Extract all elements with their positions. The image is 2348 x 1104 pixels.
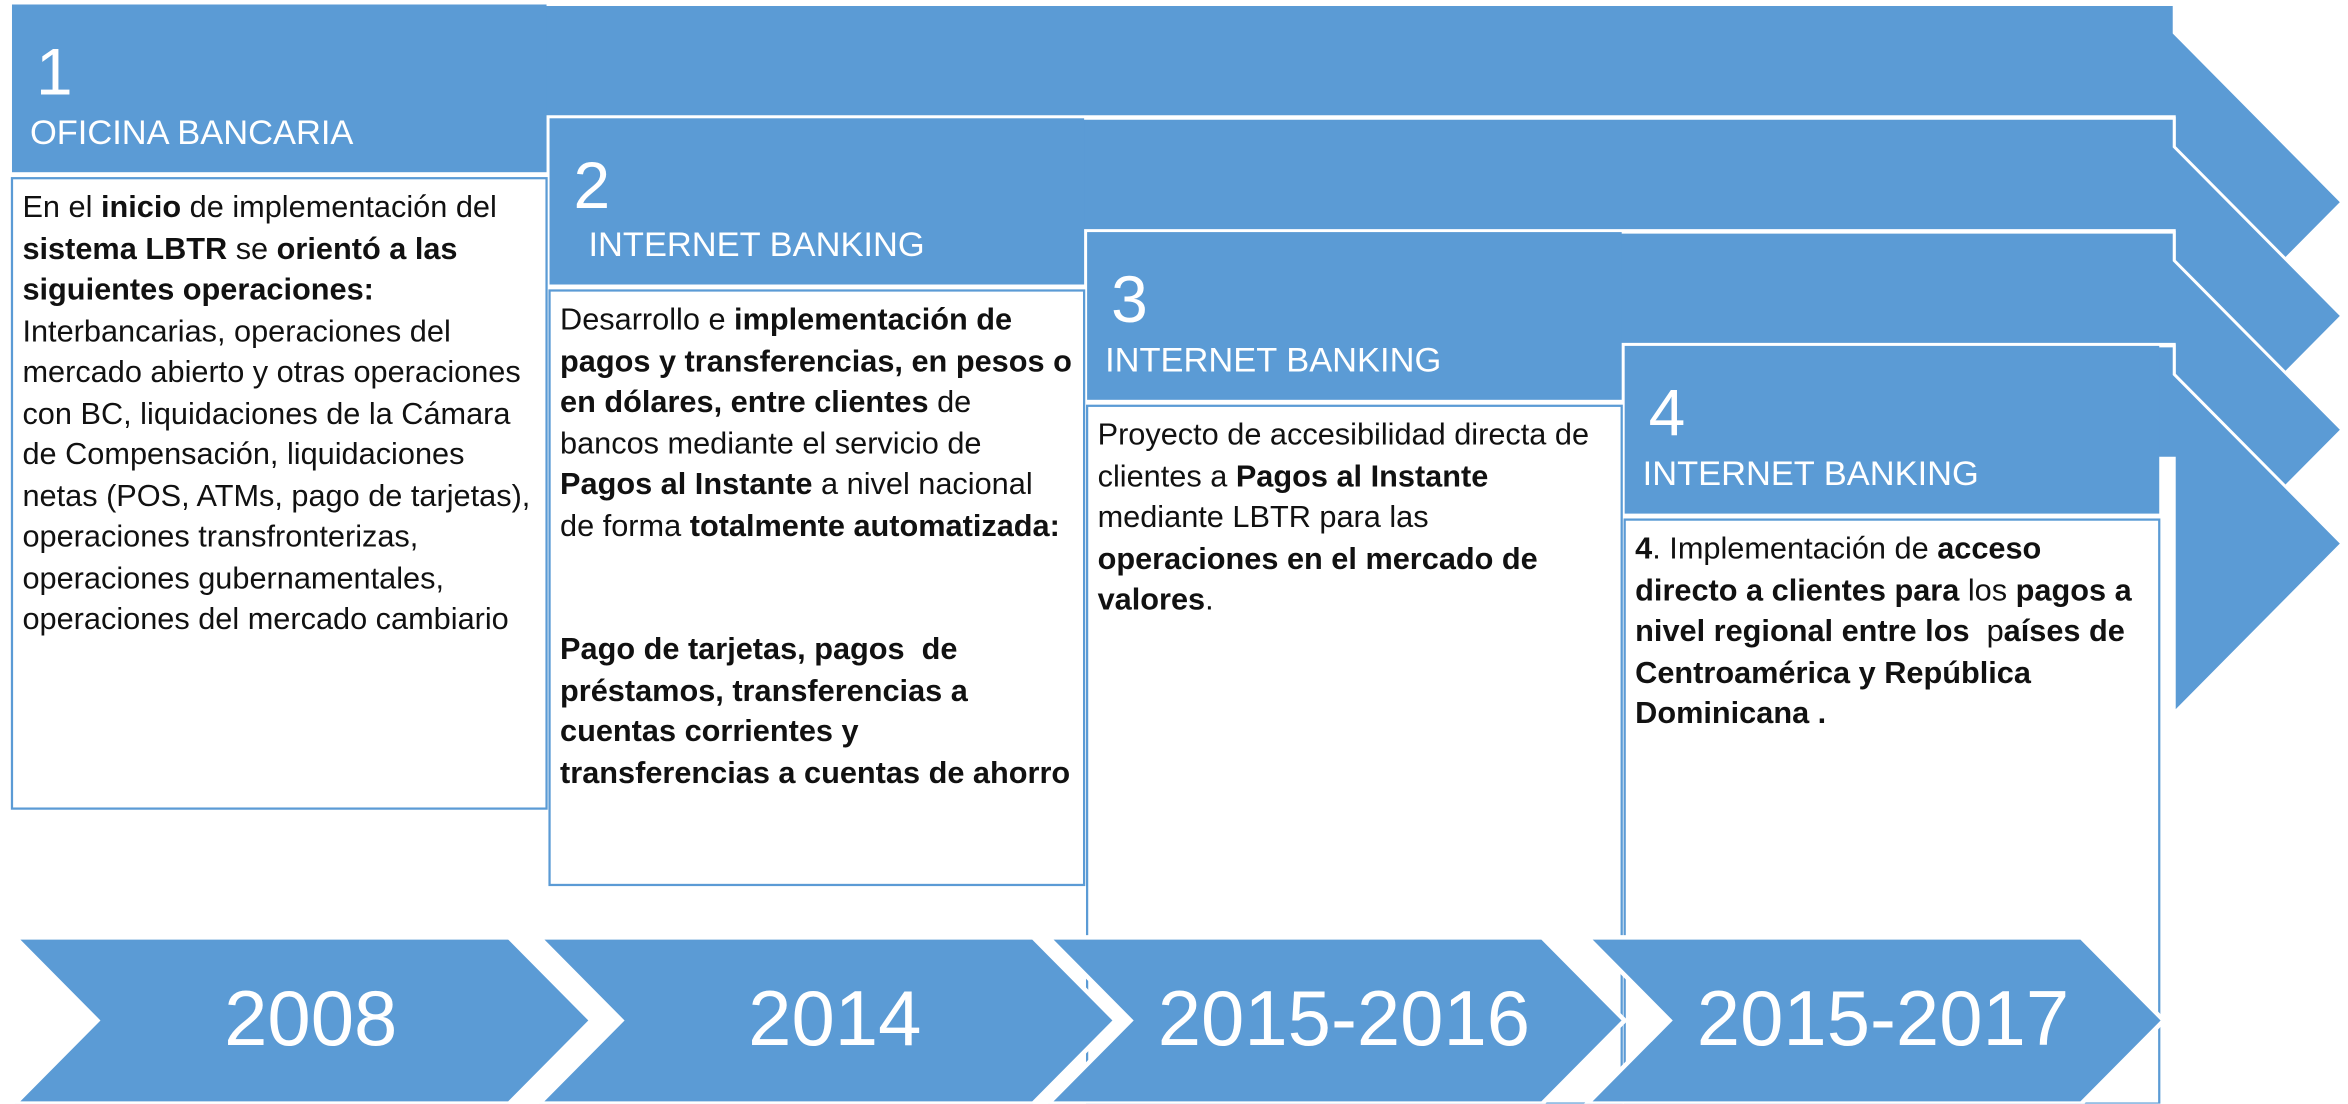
step-body: Proyecto de accesibilidad directa de cli… — [1087, 406, 1622, 630]
text-run: pagos a nivel regional entre los — [1635, 572, 2141, 649]
step-header — [549, 118, 1085, 285]
text-run: Desarrollo e — [560, 302, 735, 337]
paragraph: Interbancarias, operaciones del mercado … — [22, 311, 536, 640]
text-run: sistema LBTR — [22, 231, 228, 266]
text-run: implementación de pagos y transferencias… — [560, 302, 1081, 420]
text-run: 4 — [1635, 531, 1653, 567]
step-header — [11, 4, 547, 173]
text-run: de implementación del — [181, 190, 506, 225]
text-run: Pago de tarjetas, pagos de préstamos, tr… — [560, 631, 1071, 790]
step-number: 1 — [35, 35, 73, 110]
text-run: . — [1205, 582, 1214, 617]
step-body: En el inicio de implementación del siste… — [12, 178, 547, 649]
step-number: 4 — [1648, 377, 1686, 451]
text-run: Proyecto de accesibilidad directa de cli… — [1097, 417, 1598, 494]
text-run: se — [227, 231, 277, 266]
step-title: INTERNET BANKING — [588, 224, 925, 264]
text-run: acceso directo a clientes para — [1635, 531, 2050, 608]
year-label: 2014 — [748, 976, 922, 1064]
text-run: En el — [22, 190, 101, 225]
year-label: 2015-2016 — [1157, 976, 1531, 1064]
paragraph: 4. Implementación de acceso directo a cl… — [1635, 529, 2149, 735]
text-run: Pagos al Instante — [560, 467, 813, 502]
text-run: totalmente automatizada: — [689, 508, 1060, 543]
text-run: de bancos mediante el servicio de — [560, 384, 991, 461]
step-title: INTERNET BANKING — [1105, 339, 1442, 379]
step-box — [548, 289, 1086, 887]
text-run: inicio — [100, 190, 182, 225]
paragraph: En el inicio de implementación del siste… — [22, 187, 536, 311]
text-run: Pagos al Instante — [1235, 458, 1489, 494]
step-header — [1624, 345, 2160, 514]
step-title: INTERNET BANKING — [1642, 453, 1979, 493]
text-run: orientó a las siguientes operaciones: — [22, 231, 467, 307]
paragraph: Desarrollo e implementación de pagos y t… — [560, 299, 1074, 546]
step-body: 4. Implementación de acceso directo a cl… — [1625, 520, 2160, 744]
year-label: 2008 — [224, 976, 398, 1064]
text-run: . Implementación de — [1652, 531, 1938, 567]
paragraph: Proyecto de accesibilidad directa de cli… — [1098, 415, 1612, 621]
paragraph: Pago de tarjetas, pagos de préstamos, tr… — [560, 629, 1074, 794]
step-number: 2 — [573, 149, 611, 224]
step-header — [1087, 232, 1622, 400]
step-box — [10, 177, 548, 810]
text-run: los — [1959, 572, 2016, 608]
year-label: 2015-2017 — [1696, 976, 2070, 1064]
step-title: OFICINA BANCARIA — [29, 112, 354, 152]
step-number: 3 — [1111, 263, 1148, 337]
text-run: a nivel nacional de forma — [560, 467, 1042, 543]
text-run: Interbancarias, operaciones del mercado … — [22, 313, 539, 637]
text-run: mediante LBTR para las — [1097, 458, 1497, 535]
text-run: aíses de Centroamérica y República Domin… — [1635, 613, 2134, 731]
step-body: Desarrollo e implementación de pagos y t… — [550, 290, 1085, 802]
text-run: p — [1986, 613, 2004, 649]
text-run: operaciones en el mercado de valores — [1097, 541, 1547, 617]
